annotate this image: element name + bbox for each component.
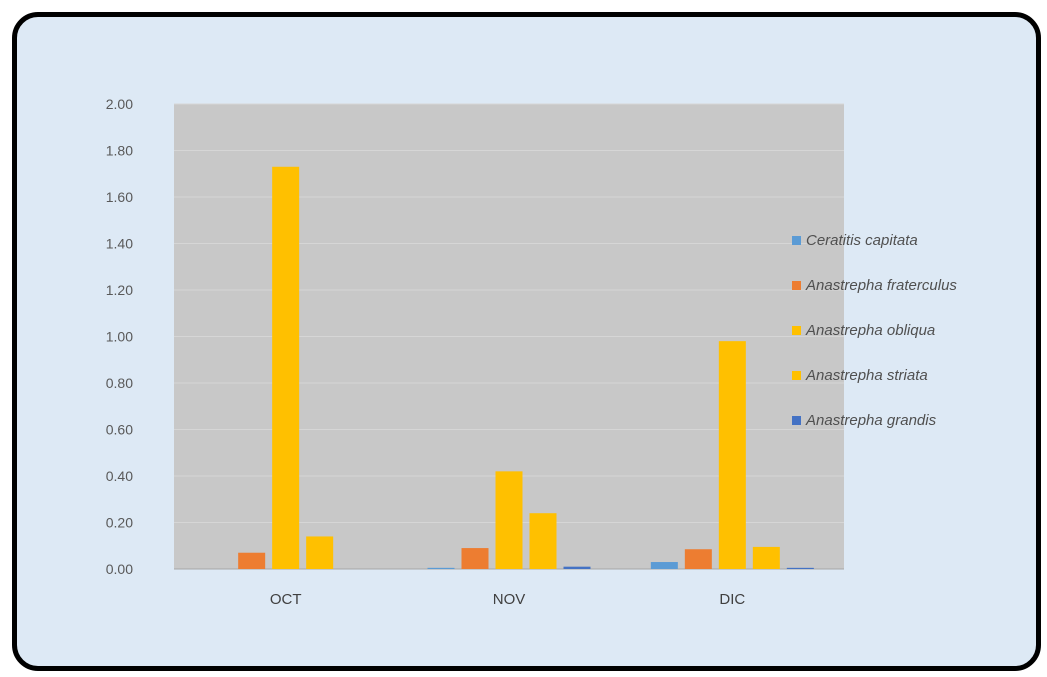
x-category-label: OCT	[270, 591, 302, 608]
legend-label: Anastrepha grandis	[805, 412, 937, 429]
y-tick-label: 1.20	[106, 282, 133, 298]
x-category-label: NOV	[493, 591, 526, 608]
bar-dic-series-3	[752, 546, 780, 569]
bar-nov-series-4	[563, 566, 591, 569]
legend-label: Ceratitis capitata	[806, 232, 918, 249]
y-tick-label: 0.40	[106, 468, 133, 484]
x-axis-categories: OCT NOV DIC	[270, 591, 746, 608]
legend-swatch	[792, 416, 801, 425]
y-tick-label: 0.60	[106, 422, 133, 438]
y-tick-label: 2.00	[106, 96, 133, 112]
y-tick-label: 0.20	[106, 515, 133, 531]
y-tick-label: 1.40	[106, 236, 133, 252]
bar-chart: 0.00 0.20 0.40 0.60 0.80 1.00 1.20 1.40 1.60 1.80…	[106, 96, 958, 608]
bar-nov-series-2	[495, 471, 523, 569]
bar-oct-series-2	[272, 166, 300, 569]
y-tick-label: 0.80	[106, 375, 133, 391]
y-tick-label: 0.00	[106, 561, 133, 577]
y-tick-label: 1.80	[106, 143, 133, 159]
bar-dic-series-4	[786, 567, 814, 569]
legend-label: Anastrepha striata	[805, 367, 928, 384]
bar-oct-series-1	[238, 552, 266, 569]
y-tick-label: 1.60	[106, 189, 133, 205]
chart-frame: 0.00 0.20 0.40 0.60 0.80 1.00 1.20 1.40 1.60 1.80…	[12, 12, 1041, 671]
bar-nov-series-3	[529, 513, 557, 569]
bar-oct-series-3	[306, 536, 334, 569]
legend-label: Anastrepha obliqua	[805, 322, 935, 339]
bar-dic-series-1	[684, 549, 712, 569]
bar-dic-series-0	[650, 562, 678, 569]
legend-swatch	[792, 371, 801, 380]
legend-swatch	[792, 236, 801, 245]
y-tick-label: 1.00	[106, 329, 133, 345]
legend-swatch	[792, 326, 801, 335]
y-axis-ticks: 0.00 0.20 0.40 0.60 0.80 1.00 1.20 1.40 1.60 1.80…	[106, 96, 133, 577]
legend-swatch	[792, 281, 801, 290]
bar-nov-series-1	[461, 548, 489, 569]
bars	[238, 166, 814, 569]
bar-nov-series-0	[427, 567, 455, 569]
legend: Ceratitis capitata Anastrepha fraterculus…	[792, 232, 957, 429]
x-category-label: DIC	[719, 591, 745, 608]
bar-dic-series-2	[718, 341, 746, 569]
legend-label: Anastrepha fraterculus	[805, 277, 957, 294]
